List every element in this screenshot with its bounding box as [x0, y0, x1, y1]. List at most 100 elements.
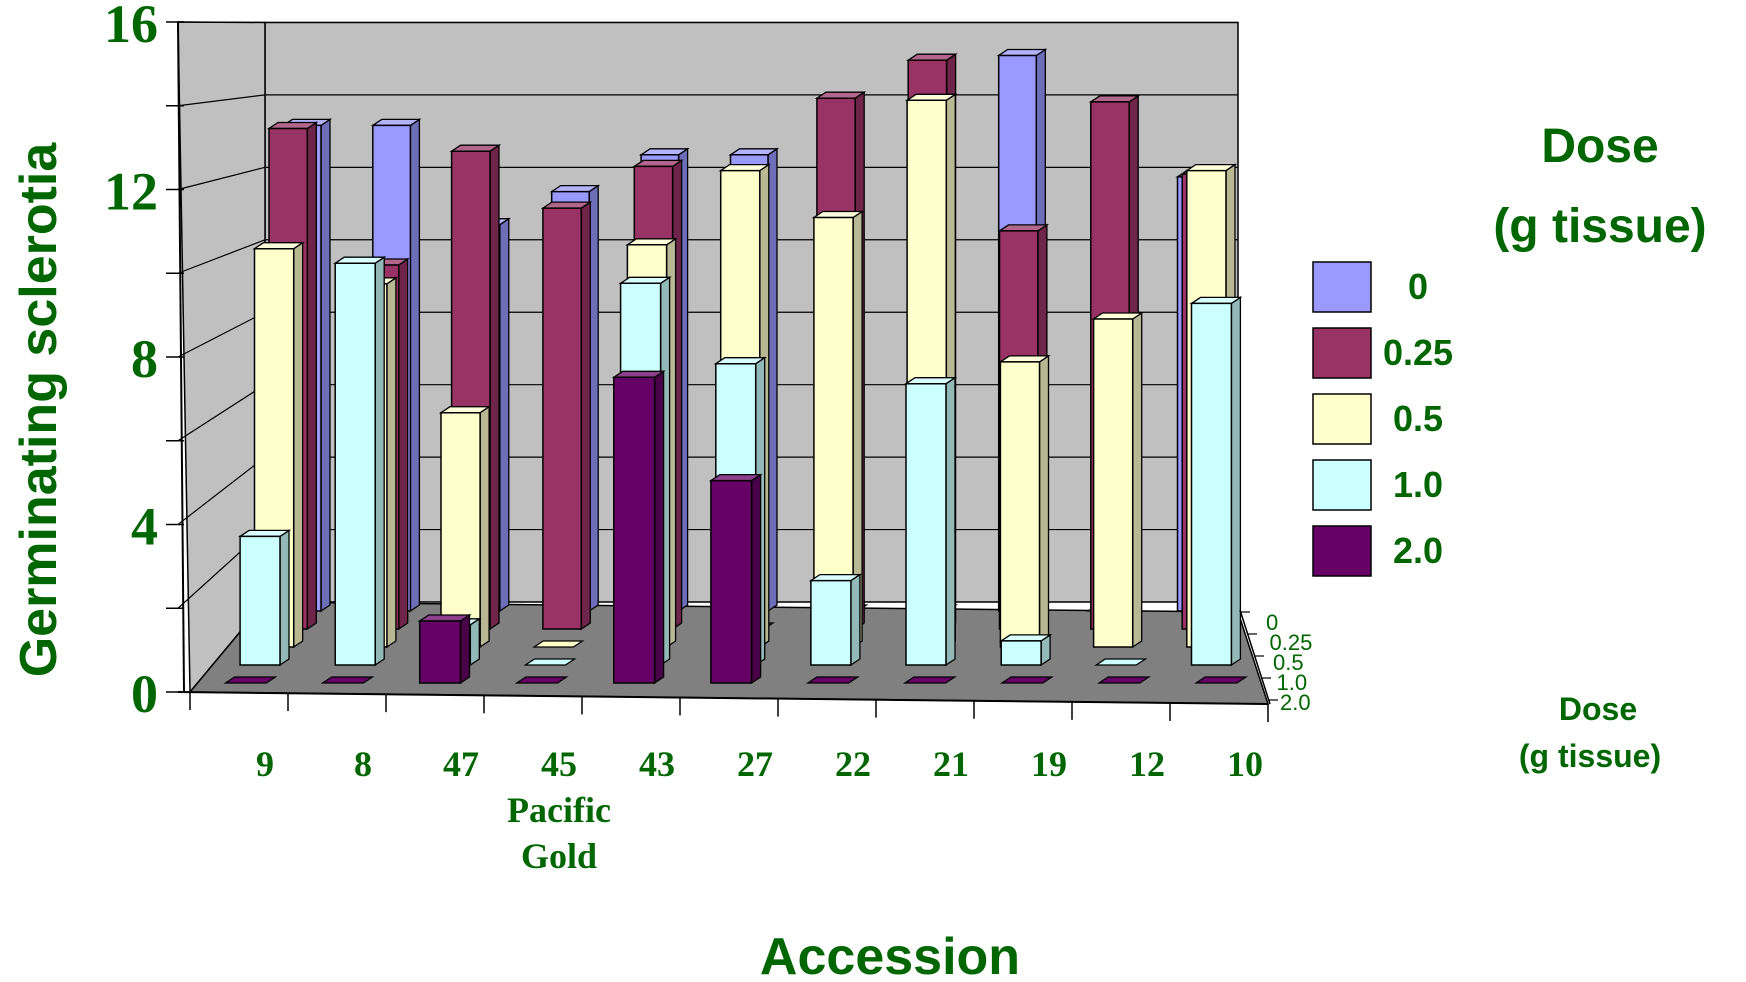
x-tick-label: 9 — [256, 744, 274, 784]
bar — [999, 676, 1054, 684]
x-tick-label: 8 — [354, 744, 372, 784]
depth-tick-label: 0.25 — [1270, 630, 1313, 655]
bar-side — [653, 370, 665, 685]
bar-top — [417, 614, 472, 622]
bar-top — [808, 573, 863, 582]
bar-top — [611, 370, 666, 378]
bar-top — [904, 93, 958, 101]
legend-swatch — [1312, 459, 1372, 511]
bar-top — [638, 148, 690, 156]
gridline-side — [177, 239, 266, 274]
legend-item: 0.25 — [1312, 327, 1453, 379]
gridline-side — [177, 166, 266, 191]
x-tick-label: 43 — [639, 744, 675, 784]
bar-face — [1092, 318, 1134, 648]
gridline-side — [177, 311, 266, 358]
bar — [808, 573, 863, 667]
bar-top — [625, 238, 678, 246]
legend: Dose (g tissue) 0 0.25 0.5 1.0 2.0 — [1312, 120, 1707, 577]
bar-face — [999, 361, 1041, 648]
bar-face — [805, 676, 860, 684]
bar-top — [708, 473, 763, 482]
legend-swatch — [1312, 327, 1372, 379]
legend-label: 0 — [1408, 266, 1428, 307]
bar — [999, 633, 1053, 667]
y-tick-label: 8 — [131, 329, 158, 389]
y-tick-label: 16 — [104, 0, 158, 54]
bar-side — [850, 573, 861, 667]
x-tick-sublabel: Pacific — [507, 790, 611, 830]
depth-tick-label: 2.0 — [1280, 690, 1311, 715]
bar — [320, 676, 375, 684]
depth-axis-line — [1239, 609, 1271, 705]
bar — [333, 255, 387, 667]
bar-top — [999, 634, 1053, 642]
bar-top — [811, 210, 865, 219]
bar-top — [540, 201, 593, 209]
bar — [540, 200, 593, 631]
x-tick-label: 22 — [835, 744, 871, 784]
legend-swatch — [1312, 525, 1372, 577]
bar-face — [1190, 302, 1233, 666]
axes — [166, 21, 1269, 722]
bar-side — [386, 276, 397, 649]
depth-tick-label: 0 — [1266, 610, 1278, 635]
bar — [903, 376, 958, 667]
bar — [1193, 676, 1249, 684]
bar-side — [750, 473, 762, 685]
y-tick-label: 0 — [131, 664, 158, 724]
bar-face — [902, 676, 957, 684]
bar-side — [499, 217, 510, 613]
x-axis-line — [177, 691, 1269, 705]
bar-face — [418, 620, 462, 684]
bar-top — [618, 276, 672, 284]
bar-top — [632, 159, 684, 168]
bar-top — [333, 256, 387, 264]
bar-side — [374, 255, 385, 667]
bar — [223, 676, 278, 684]
bar-side — [398, 257, 409, 631]
bar-top — [1088, 95, 1141, 103]
y-tick-label: 4 — [131, 497, 158, 557]
x-tick-label: 21 — [933, 744, 969, 784]
bar — [805, 676, 860, 684]
gridline-side — [177, 456, 266, 525]
x-tick-label: 12 — [1129, 744, 1165, 784]
bar-face — [514, 676, 569, 684]
tick-labels: 0 4 8 12 16 9 8 47 45 Pacific Gold 43 27 22 21 19 12 10 — [104, 0, 1263, 876]
bar-side — [320, 118, 331, 613]
bar-top — [549, 184, 601, 193]
bar-side — [459, 613, 471, 685]
bar — [514, 676, 569, 684]
bar-face — [1193, 676, 1249, 684]
bar-side — [293, 241, 304, 649]
bar — [1189, 296, 1243, 667]
bar-top — [903, 377, 958, 385]
bar-top — [997, 224, 1050, 232]
bar-face — [1094, 658, 1148, 666]
bar-side — [945, 376, 956, 667]
bar-side — [409, 118, 421, 613]
bar-side — [489, 143, 500, 631]
bar-face — [710, 479, 753, 684]
y-tick-label: 12 — [104, 162, 158, 222]
legend-label: 2.0 — [1393, 530, 1443, 571]
bar — [1094, 658, 1148, 666]
y-axis-title: Germinating sclerotia — [10, 142, 68, 678]
depth-axis-title-line1: Dose — [1559, 691, 1637, 727]
bar-top — [370, 118, 422, 127]
bar-top — [996, 48, 1048, 57]
legend-item: 1.0 — [1312, 459, 1443, 511]
depth-tick-label: 1.0 — [1277, 670, 1308, 695]
bar-face — [440, 411, 481, 648]
bar-face — [523, 658, 577, 666]
bar — [532, 640, 585, 648]
bar-side — [580, 200, 591, 631]
bar — [902, 676, 957, 684]
legend-item: 0 — [1312, 261, 1428, 313]
bar-face — [334, 262, 376, 666]
legend-label: 0.25 — [1383, 332, 1453, 373]
bar-top — [1184, 163, 1238, 172]
legend-item: 0.5 — [1312, 393, 1443, 445]
bar-face — [542, 207, 583, 630]
